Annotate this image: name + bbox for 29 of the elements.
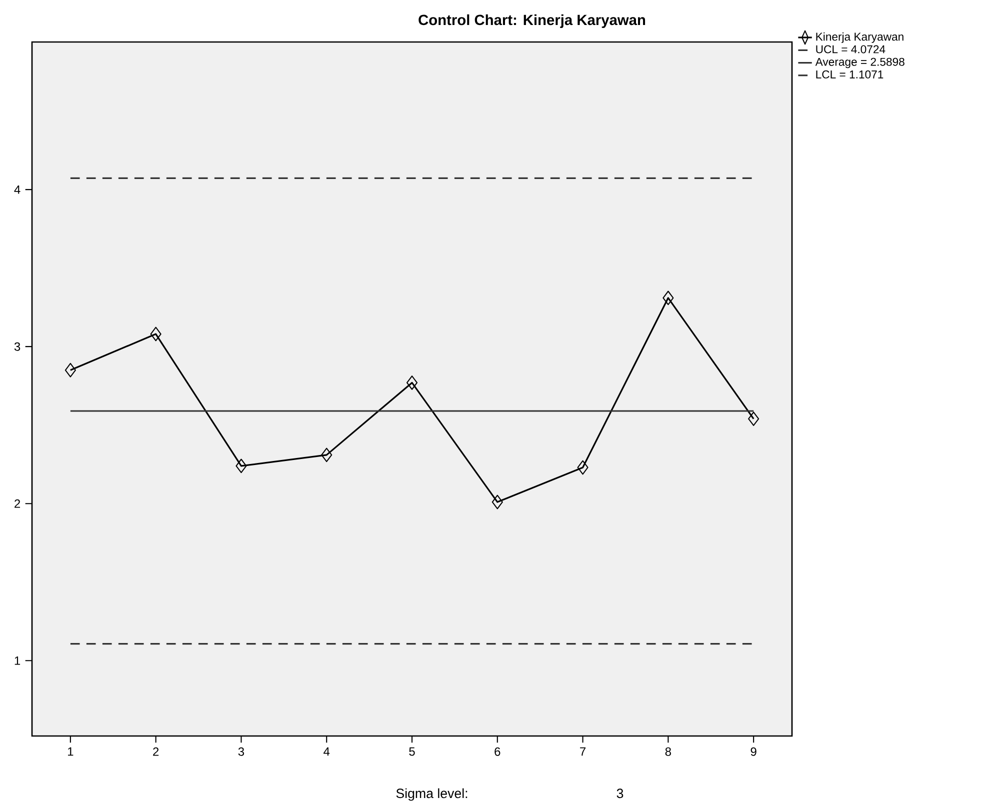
point (662, 290, 674, 306)
x-tick-label: 6 (494, 747, 500, 756)
x-tick-label: 8 (665, 747, 671, 756)
point (150, 326, 162, 342)
x-tick-label: 1 (68, 747, 74, 756)
point (64, 362, 76, 378)
legend-label: LCL = 1.1071 (816, 70, 884, 78)
y-tick-label: 3 (14, 342, 20, 351)
point (748, 412, 760, 426)
point (577, 460, 588, 475)
chart-title: Control Chart: Kinerja Karyawan (418, 14, 646, 28)
x-tick-label: 5 (409, 747, 415, 756)
point (321, 448, 332, 462)
legend-label: UCL = 4.0724 (816, 45, 886, 54)
point (236, 458, 247, 474)
x-tick-label: 4 (324, 747, 330, 756)
x-tick-label: 2 (153, 747, 159, 756)
point (492, 494, 503, 510)
x-tick-label: 7 (580, 747, 586, 756)
x-tick-label: 9 (750, 747, 756, 756)
y-tick-label: 4 (14, 185, 20, 194)
y-tick-label: 1 (14, 656, 20, 665)
text: Sigma level: (396, 788, 468, 801)
text: 3 (616, 788, 624, 798)
legend-label: Kinerja Karyawan (816, 32, 904, 43)
y-tick-label: 2 (14, 499, 20, 508)
point (406, 376, 418, 390)
x-tick-label: 3 (238, 747, 244, 756)
legend-label: Average = 2.5898 (815, 58, 904, 68)
